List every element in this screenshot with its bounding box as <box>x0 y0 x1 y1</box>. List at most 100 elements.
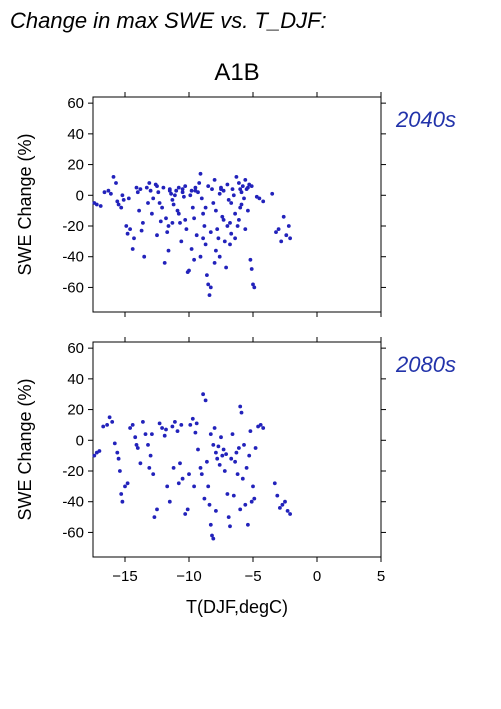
data-point <box>198 254 203 259</box>
data-point <box>164 427 168 432</box>
data-point <box>280 502 285 507</box>
data-point <box>249 267 254 271</box>
data-point <box>238 404 243 409</box>
data-point <box>281 214 286 219</box>
data-point <box>188 193 193 198</box>
data-point <box>229 201 234 205</box>
data-point <box>203 242 208 247</box>
data-point <box>249 499 254 504</box>
data-point <box>234 175 239 179</box>
data-point <box>220 453 225 458</box>
data-point <box>160 426 165 430</box>
data-point <box>283 499 287 504</box>
data-point <box>216 236 221 241</box>
data-point <box>233 459 238 464</box>
data-point <box>201 392 206 397</box>
data-point <box>248 429 253 433</box>
data-point <box>239 190 244 195</box>
data-point <box>239 410 244 415</box>
data-point <box>110 420 115 424</box>
y-tick-label: -40 <box>62 494 84 511</box>
data-point <box>230 187 235 192</box>
data-point <box>288 512 292 516</box>
data-point <box>138 187 143 192</box>
data-point <box>170 424 175 429</box>
data-point <box>120 193 125 198</box>
data-point <box>210 187 214 192</box>
data-point <box>192 216 197 221</box>
data-point <box>206 184 211 189</box>
data-point <box>157 201 162 205</box>
data-point <box>152 515 157 519</box>
data-point <box>105 423 109 427</box>
data-point <box>212 426 217 430</box>
data-point <box>279 239 284 244</box>
data-point <box>155 233 159 238</box>
data-point <box>238 507 243 512</box>
data-point <box>133 435 138 440</box>
data-point <box>196 447 200 452</box>
data-point <box>118 469 122 473</box>
data-point <box>231 193 236 198</box>
data-point <box>115 450 120 455</box>
data-point <box>199 472 204 476</box>
plot-frame <box>92 96 382 313</box>
data-point <box>237 181 241 185</box>
y-axis-title: SWE Change (%) <box>15 378 35 520</box>
data-point <box>212 261 217 265</box>
y-tick-label: 60 <box>67 340 84 357</box>
data-point <box>224 265 229 270</box>
data-point <box>170 221 175 225</box>
data-point <box>124 224 129 228</box>
period-label: 2040s <box>395 107 456 132</box>
data-point <box>187 472 191 476</box>
data-point <box>147 466 152 470</box>
data-point <box>116 456 121 461</box>
data-point <box>171 466 176 470</box>
data-point <box>162 433 167 438</box>
data-point <box>274 230 278 235</box>
scatter-panel-2040s: -60 -40 -20 0 20 40 60 SWE Change (%) 2040s <box>15 92 456 317</box>
data-point <box>205 273 209 277</box>
data-point <box>146 201 150 205</box>
data-point <box>148 188 153 193</box>
data-point <box>229 231 234 236</box>
x-tick-label: 5 <box>377 568 385 585</box>
data-point <box>252 496 257 501</box>
data-point <box>125 231 130 236</box>
data-point <box>123 484 127 489</box>
data-point <box>157 421 162 426</box>
data-point <box>138 461 143 466</box>
data-point <box>203 205 208 210</box>
data-point <box>189 188 194 193</box>
data-point <box>144 185 149 190</box>
data-point <box>137 208 142 213</box>
data-point <box>192 484 197 489</box>
data-point <box>238 205 243 210</box>
data-point <box>214 208 218 213</box>
y-tick-label: -20 <box>62 463 84 480</box>
data-point <box>252 285 257 290</box>
data-point <box>220 214 225 219</box>
data-point <box>162 261 167 265</box>
data-point <box>166 224 171 228</box>
data-point <box>164 216 168 221</box>
data-point <box>240 184 245 189</box>
data-point <box>132 236 136 241</box>
data-point <box>193 430 198 435</box>
x-axis-title: T(DJF,degC) <box>186 597 288 617</box>
data-point <box>203 398 208 403</box>
y-tick-label: 20 <box>67 157 84 174</box>
y-tick-label: -40 <box>62 249 84 266</box>
data-point <box>226 515 231 519</box>
data-point <box>242 196 246 201</box>
data-point <box>134 185 139 190</box>
data-point <box>249 184 254 189</box>
data-point <box>243 502 248 507</box>
data-point <box>156 190 161 195</box>
data-point <box>205 459 209 464</box>
data-point <box>202 496 207 501</box>
data-point <box>192 257 197 262</box>
data-point <box>183 512 188 516</box>
data-point <box>257 196 262 201</box>
